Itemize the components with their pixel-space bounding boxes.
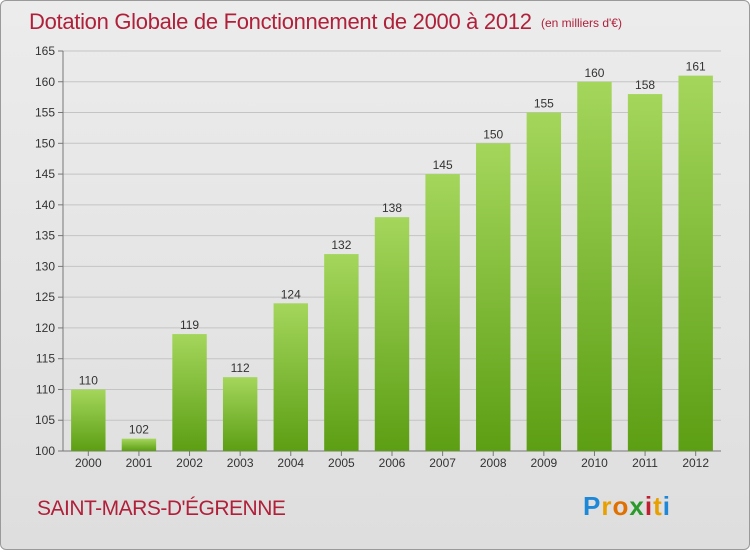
x-tick-label: 2003: [227, 456, 254, 470]
logo-letter: P: [583, 491, 602, 521]
bar-value-label: 150: [483, 127, 503, 141]
logo-letter: x: [629, 491, 645, 521]
bar[interactable]: [222, 377, 258, 451]
bar-value-label: 160: [584, 66, 604, 80]
y-tick-label: 165: [35, 44, 55, 58]
y-tick-label: 100: [35, 444, 55, 458]
bar[interactable]: [577, 81, 612, 452]
x-tick-label: 2012: [682, 456, 709, 470]
bar[interactable]: [678, 75, 713, 451]
x-tick-label: 2005: [328, 456, 355, 470]
y-tick-label: 135: [35, 229, 55, 243]
bar-value-label: 145: [433, 158, 453, 172]
y-tick-label: 125: [35, 290, 55, 304]
y-tick-label: 120: [35, 321, 55, 335]
y-tick-label: 145: [35, 167, 55, 181]
bar-value-label: 132: [331, 238, 351, 252]
x-tick-label: 2011: [632, 456, 658, 470]
y-tick-label: 110: [36, 382, 55, 396]
logo-letter: o: [612, 491, 630, 521]
x-tick-label: 2009: [530, 456, 557, 470]
bar[interactable]: [374, 217, 410, 451]
bar-value-label: 138: [382, 201, 402, 215]
bar[interactable]: [324, 254, 359, 451]
logo-letter: r: [601, 491, 613, 521]
bar-value-label: 124: [281, 287, 301, 301]
bar-value-label: 119: [180, 318, 199, 332]
bar[interactable]: [121, 438, 157, 451]
logo-letter: t: [653, 491, 663, 521]
y-tick-label: 130: [35, 259, 55, 273]
proxiti-logo[interactable]: Proxiti: [583, 491, 671, 522]
y-tick-label: 155: [35, 106, 55, 120]
x-tick-label: 2007: [429, 456, 456, 470]
bar-value-label: 161: [686, 60, 706, 74]
bar[interactable]: [425, 174, 460, 452]
x-tick-label: 2004: [277, 456, 304, 470]
y-tick-label: 150: [35, 136, 55, 150]
x-tick-label: 2000: [75, 456, 102, 470]
x-tick-label: 2010: [581, 456, 608, 470]
bar[interactable]: [627, 94, 663, 452]
y-tick-label: 115: [36, 352, 55, 366]
y-tick-label: 140: [35, 198, 55, 212]
y-tick-label: 160: [35, 75, 55, 89]
chart-title: Dotation Globale de Fonctionnement de 20…: [29, 9, 532, 34]
x-tick-label: 2008: [480, 456, 507, 470]
logo-letter: i: [644, 491, 654, 521]
bar-value-label: 112: [231, 361, 250, 375]
bar-value-label: 158: [635, 78, 655, 92]
bar-value-label: 102: [129, 423, 149, 437]
chart-unit: (en milliers d'€): [541, 16, 622, 30]
bar[interactable]: [71, 389, 106, 451]
x-tick-label: 2001: [126, 456, 153, 470]
bar[interactable]: [172, 334, 207, 451]
bar-value-label: 110: [79, 373, 98, 387]
commune-name: SAINT-MARS-D'ÉGRENNE: [37, 497, 286, 520]
bar-value-label: 155: [534, 97, 554, 111]
logo-letter: i: [662, 491, 671, 521]
x-tick-label: 2006: [379, 456, 406, 470]
bar[interactable]: [476, 143, 511, 452]
bar[interactable]: [273, 303, 308, 451]
y-tick-label: 105: [35, 413, 55, 427]
bar[interactable]: [526, 112, 562, 452]
x-tick-label: 2002: [176, 456, 203, 470]
